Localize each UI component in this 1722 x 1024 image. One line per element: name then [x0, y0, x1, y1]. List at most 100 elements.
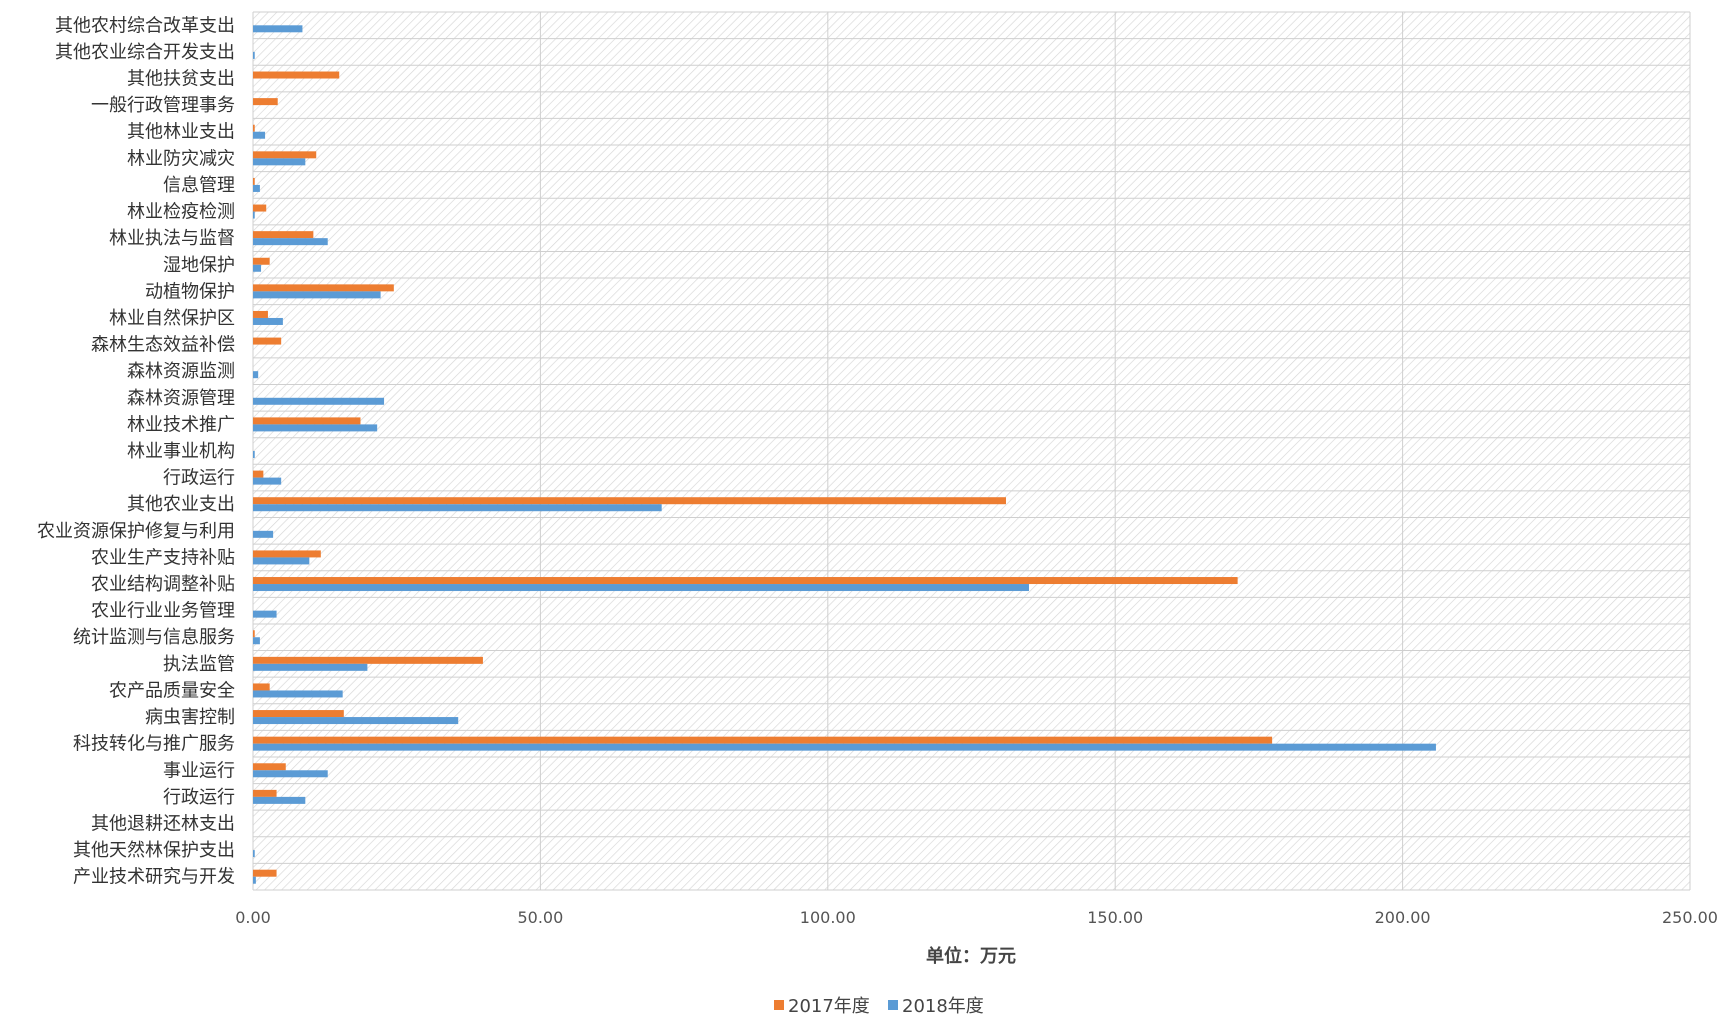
bar-2018 — [253, 51, 255, 59]
bar-2017 — [253, 736, 1273, 744]
category-label: 行政运行 — [163, 787, 235, 808]
category-label: 科技转化与推广服务 — [73, 734, 235, 755]
bar-2018 — [253, 424, 378, 432]
category-label: 林业检疫检测 — [127, 202, 235, 223]
category-label: 农业生产支持补贴 — [91, 547, 235, 568]
bar-2017 — [253, 497, 1006, 505]
bar-2018 — [253, 477, 282, 485]
bar-2018 — [253, 25, 303, 33]
x-tick-label: 200.00 — [1375, 908, 1431, 927]
bar-2017 — [253, 204, 267, 212]
bar-2018 — [253, 211, 255, 219]
category-label: 其他农业综合开发支出 — [55, 42, 235, 63]
bar-2018 — [253, 504, 662, 512]
bar-2018 — [253, 663, 368, 671]
category-label: 其他扶贫支出 — [127, 69, 235, 90]
bar-2017 — [253, 789, 277, 797]
bar-2018 — [253, 584, 1029, 592]
x-tick-label: 0.00 — [235, 908, 271, 927]
x-tick-label: 100.00 — [800, 908, 856, 927]
category-label: 执法监管 — [163, 654, 235, 675]
category-label: 其他农村综合改革支出 — [55, 15, 235, 36]
legend-swatch — [774, 1000, 784, 1010]
bar-2018 — [253, 637, 260, 645]
category-label: 湿地保护 — [163, 255, 235, 276]
bar-2017 — [253, 71, 340, 79]
bar-2018 — [253, 850, 255, 858]
bar-2017 — [253, 231, 314, 239]
category-label: 一般行政管理事务 — [91, 95, 235, 116]
bar-2018 — [253, 264, 262, 272]
category-label: 产业技术研究与开发 — [73, 867, 235, 888]
category-label: 农业行业业务管理 — [91, 601, 235, 622]
bar-2017 — [253, 310, 268, 318]
bar-2017 — [253, 550, 321, 558]
bar-2017 — [253, 869, 277, 877]
category-label: 农业资源保护修复与利用 — [37, 521, 235, 542]
category-label: 其他林业支出 — [127, 122, 235, 143]
category-label: 森林生态效益补偿 — [91, 335, 235, 356]
bar-2018 — [253, 238, 328, 246]
bar-2018 — [253, 131, 266, 139]
bar-2018 — [253, 770, 328, 778]
category-label: 林业自然保护区 — [109, 308, 235, 329]
legend: 2017年度 2018年度 — [774, 996, 984, 1017]
bar-2018 — [253, 397, 385, 405]
category-label: 病虫害控制 — [145, 707, 235, 728]
gridlines — [252, 11, 1691, 891]
category-label: 动植物保护 — [145, 281, 235, 302]
bar-2017 — [253, 284, 394, 292]
bar-2018 — [253, 743, 1436, 751]
bar-2018 — [253, 557, 310, 565]
bar-2018 — [253, 371, 259, 379]
category-label: 行政运行 — [163, 468, 235, 489]
category-label: 其他退耕还林支出 — [91, 813, 235, 834]
bar-2017 — [253, 630, 255, 638]
bar-2018 — [253, 158, 306, 166]
bar-2017 — [253, 337, 282, 345]
legend-entry: 2018年度 — [902, 996, 984, 1017]
category-label: 信息管理 — [163, 175, 235, 196]
bar-2018 — [253, 184, 260, 192]
bar-2017 — [253, 577, 1238, 585]
bar-2017 — [253, 417, 361, 425]
bar-2018 — [253, 717, 459, 725]
category-label: 统计监测与信息服务 — [73, 627, 235, 648]
x-tick-label: 250.00 — [1662, 908, 1718, 927]
category-label: 其他农业支出 — [127, 494, 235, 515]
bar-2017 — [253, 124, 255, 132]
x-axis-title: 单位：万元 — [926, 945, 1016, 967]
bar-2017 — [253, 656, 483, 664]
bar-2018 — [253, 451, 255, 458]
category-label: 森林资源管理 — [127, 388, 235, 409]
bar-2017 — [253, 151, 317, 159]
category-label: 其他天然林保护支出 — [73, 840, 235, 861]
bar-2017 — [253, 470, 264, 478]
bars — [253, 25, 1436, 884]
bar-2017 — [253, 710, 344, 718]
bar-2018 — [253, 291, 381, 299]
bar-2018 — [253, 690, 343, 698]
category-label: 林业事业机构 — [127, 441, 235, 462]
bar-2018 — [253, 530, 274, 538]
plot-area — [253, 12, 1690, 890]
category-label: 林业执法与监督 — [109, 228, 235, 249]
bar-2017 — [253, 257, 270, 265]
bar-2018 — [253, 876, 256, 884]
category-label: 林业防灾减灾 — [127, 148, 235, 169]
bar-2018 — [253, 317, 283, 325]
category-label: 林业技术推广 — [127, 414, 235, 435]
bar-2017 — [253, 763, 286, 771]
x-tick-labels: 0.00 50.00 100.00 150.00 200.00 250.00 — [235, 908, 1718, 927]
x-tick-label: 50.00 — [517, 908, 563, 927]
bar-2017 — [253, 177, 255, 185]
category-label: 森林资源监测 — [127, 361, 235, 382]
bar-2017 — [253, 683, 270, 691]
legend-entry: 2017年度 — [788, 996, 870, 1017]
x-tick-label: 150.00 — [1087, 908, 1143, 927]
category-label: 农业结构调整补贴 — [91, 574, 235, 595]
bar-2018 — [253, 796, 306, 804]
bar-2018 — [253, 610, 277, 618]
category-label: 事业运行 — [163, 760, 235, 781]
